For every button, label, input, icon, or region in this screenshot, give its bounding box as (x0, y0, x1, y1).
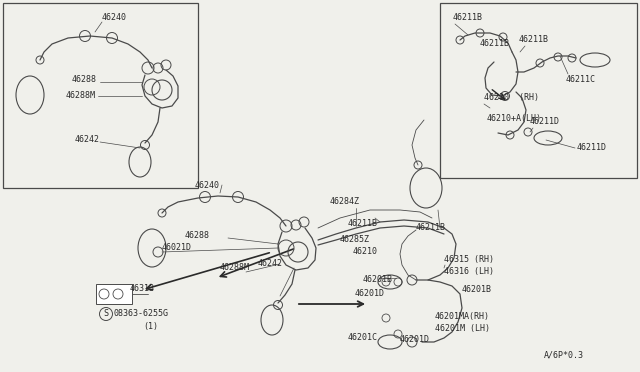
Text: A/6P*0.3: A/6P*0.3 (544, 351, 584, 360)
Text: 46288M: 46288M (220, 263, 250, 273)
Circle shape (113, 289, 123, 299)
Bar (96, 284, 132, 304)
Text: 46201MA(RH): 46201MA(RH) (435, 311, 490, 321)
Text: 46201D: 46201D (400, 336, 430, 344)
Text: 46201M (LH): 46201M (LH) (435, 324, 490, 333)
Text: 46240: 46240 (195, 181, 220, 190)
Text: 46201C: 46201C (348, 334, 378, 343)
Text: (1): (1) (143, 321, 158, 330)
Text: 46211B: 46211B (453, 13, 483, 22)
Text: 46201B: 46201B (363, 276, 393, 285)
Text: 46210  (RH): 46210 (RH) (484, 93, 539, 102)
Circle shape (99, 289, 109, 299)
Text: 46313: 46313 (130, 284, 155, 293)
Text: 46288: 46288 (185, 231, 210, 240)
Text: 46316 (LH): 46316 (LH) (444, 267, 494, 276)
Text: 08363-6255G: 08363-6255G (113, 308, 168, 317)
Text: 46211B: 46211B (519, 35, 549, 44)
Text: 46242: 46242 (258, 260, 283, 269)
Text: 46211D: 46211D (577, 144, 607, 153)
Text: 46242: 46242 (75, 135, 100, 144)
Text: 46210+A(LH): 46210+A(LH) (487, 114, 542, 123)
Text: 46210: 46210 (353, 247, 378, 257)
Text: 46240: 46240 (102, 13, 127, 22)
Text: 46288M: 46288M (66, 90, 96, 99)
Text: 46211B: 46211B (480, 39, 510, 48)
Text: 46315 (RH): 46315 (RH) (444, 255, 494, 264)
Text: 46211B: 46211B (348, 219, 378, 228)
Bar (440, 3, 637, 178)
Text: 46211C: 46211C (566, 75, 596, 84)
Text: 46201D: 46201D (355, 289, 385, 298)
Text: 46288: 46288 (72, 76, 97, 84)
Text: 46211B: 46211B (416, 224, 446, 232)
Text: 46285Z: 46285Z (340, 235, 370, 244)
Bar (3, 3, 198, 188)
Text: S: S (103, 310, 108, 318)
Text: 46201B: 46201B (462, 285, 492, 295)
Text: 46284Z: 46284Z (330, 197, 360, 206)
Text: 46211D: 46211D (530, 117, 560, 126)
Text: 46021D: 46021D (162, 244, 192, 253)
